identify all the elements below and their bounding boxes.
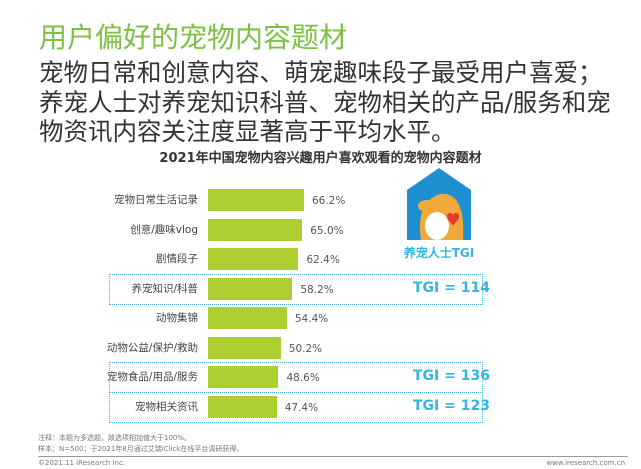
value-label: 62.4% [306,254,340,266]
value-label: 47.4% [284,401,319,414]
value-label: 65.0% [310,224,344,237]
bar [208,277,293,300]
logo-label: 养宠人士TGI [403,246,475,260]
bar [208,189,304,211]
category-label: 创意/趣味vlog [130,223,198,236]
page-title: 用户偏好的宠物内容题材 [39,21,348,54]
note-2: 样本：N=500；于2021年8月通过艾瑞iClick在线平台调研获得。 [38,445,244,453]
tgi-label: TGI = 136 [413,368,490,384]
category-label: 动物集锦 [156,312,198,324]
bar [208,307,287,329]
bar [208,218,303,241]
category-label: 宠物食品/用品/服务 [106,371,198,383]
category-label: 宠物日常生活记录 [114,194,198,206]
value-label: 48.6% [286,372,320,384]
value-label: 66.2% [311,195,346,207]
category-label: 动物公益/保护/救助 [106,341,198,354]
note-1: 注释：本题为多选题，故选项相加值大于100%。 [38,434,192,442]
pet-house-logo: 养宠人士TGI [404,168,474,260]
footer-divider [38,456,628,457]
value-label: 54.4% [294,313,329,325]
bar [208,336,281,359]
tgi-label: TGI = 123 [413,397,490,414]
bar [208,395,277,418]
tgi-label: TGI = 114 [413,279,490,296]
chart-title: 2021年中国宠物内容兴趣用户喜欢观看的宠物内容题材 [159,151,482,166]
bar [208,366,279,388]
footer-url: www.iresearch.com.cn [546,459,625,467]
category-label: 养宠知识/科普 [131,282,198,295]
value-label: 50.2% [288,342,323,355]
pet-house-icon [407,168,471,240]
category-label: 宠物相关资讯 [135,400,198,413]
tgi-highlight-box [109,391,483,423]
footer-copyright: ©2021.11 iResearch Inc. [38,459,126,467]
bar [208,248,299,270]
page-subtitle: 宠物日常和创意内容、萌宠趣味段子最受用户喜爱；养宠人士对养宠知识科普、宠物相关的… [39,58,611,146]
tgi-highlight-box [109,273,483,305]
category-label: 剧情段子 [156,253,198,265]
value-label: 58.2% [300,283,334,296]
tgi-highlight-box [109,362,483,393]
